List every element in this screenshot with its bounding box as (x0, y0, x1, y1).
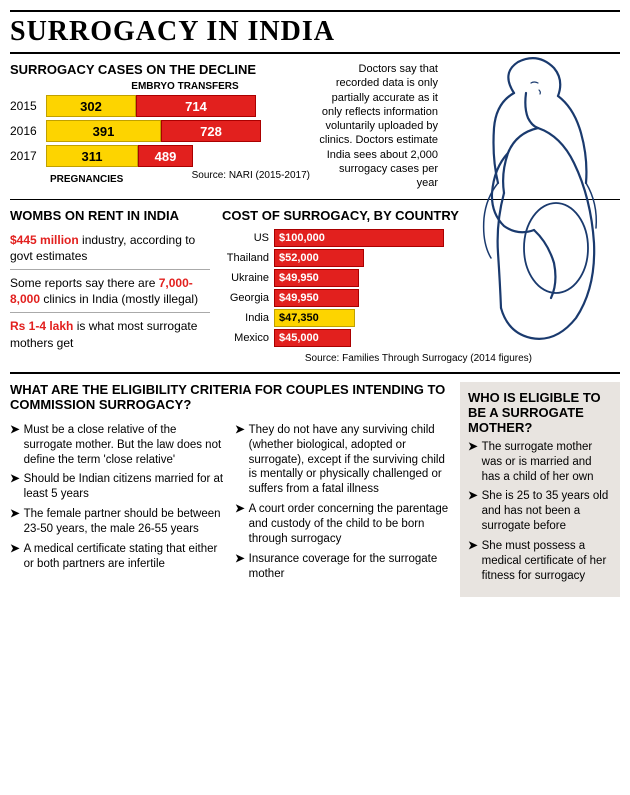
criterion-item: ➤Should be Indian citizens married for a… (10, 472, 225, 502)
pregnancies-bar: 391 (46, 120, 161, 142)
decline-chart-block: SURROGACY CASES ON THE DECLINE EMBRYO TR… (10, 62, 310, 191)
arrow-icon: ➤ (235, 552, 245, 582)
transfers-bar: 728 (161, 120, 261, 142)
cost-row: India $47,350 (222, 309, 532, 327)
pregnancies-bar: 311 (46, 145, 138, 167)
cost-row: US $100,000 (222, 229, 532, 247)
decline-row: 2016 391 728 (10, 120, 310, 142)
criterion-item: ➤They do not have any surviving child (w… (235, 423, 450, 498)
decline-row: 2017 311 489 (10, 145, 310, 167)
cost-source: Source: Families Through Surrogacy (2014… (222, 353, 532, 364)
cost-chart: US $100,000Thailand $52,000Ukraine $49,9… (222, 229, 532, 347)
cost-row: Ukraine $49,950 (222, 269, 532, 287)
cost-bar: $49,950 (274, 269, 359, 287)
cost-block: COST OF SURROGACY, BY COUNTRY US $100,00… (222, 208, 532, 364)
eligible-title: WHO IS ELIGIBLE TO BE A SURROGATE MOTHER… (468, 390, 612, 435)
fact: Some reports say there are 7,000-8,000 c… (10, 270, 210, 313)
arrow-icon: ➤ (235, 502, 245, 547)
arrow-icon: ➤ (468, 440, 478, 485)
decline-source: Source: NARI (2015-2017) (192, 170, 310, 185)
eligible-block: WHO IS ELIGIBLE TO BE A SURROGATE MOTHER… (460, 382, 620, 597)
arrow-icon: ➤ (10, 423, 20, 468)
criteria-block: WHAT ARE THE ELIGIBILITY CRITERIA FOR CO… (10, 382, 450, 597)
eligible-item: ➤She must possess a medical certificate … (468, 539, 612, 584)
cost-bar: $52,000 (274, 249, 364, 267)
year-label: 2016 (10, 124, 46, 138)
cost-row: Mexico $45,000 (222, 329, 532, 347)
cost-row: Thailand $52,000 (222, 249, 532, 267)
wombs-title: WOMBS ON RENT IN INDIA (10, 208, 210, 223)
cost-bar: $100,000 (274, 229, 444, 247)
criteria-col-2: ➤They do not have any surviving child (w… (235, 418, 450, 587)
fact: $445 million industry, according to govt… (10, 227, 210, 270)
year-label: 2017 (10, 149, 46, 163)
country-label: US (222, 232, 274, 244)
fact: Rs 1-4 lakh is what most surrogate mothe… (10, 313, 210, 355)
country-label: India (222, 312, 274, 324)
eligible-item: ➤The surrogate mother was or is married … (468, 440, 612, 485)
bottom-section: WHAT ARE THE ELIGIBILITY CRITERIA FOR CO… (10, 382, 620, 597)
mid-section: WOMBS ON RENT IN INDIA $445 million indu… (10, 208, 620, 364)
arrow-icon: ➤ (468, 489, 478, 534)
cost-bar: $47,350 (274, 309, 355, 327)
country-label: Georgia (222, 292, 274, 304)
decline-row: 2015 302 714 (10, 95, 310, 117)
year-label: 2015 (10, 99, 46, 113)
criterion-item: ➤A court order concerning the parentage … (235, 502, 450, 547)
criterion-item: ➤The female partner should be between 23… (10, 507, 225, 537)
transfers-bar: 489 (138, 145, 193, 167)
arrow-icon: ➤ (10, 472, 20, 502)
criterion-item: ➤Insurance coverage for the surrogate mo… (235, 552, 450, 582)
wombs-block: WOMBS ON RENT IN INDIA $445 million indu… (10, 208, 210, 364)
cost-title: COST OF SURROGACY, BY COUNTRY (222, 208, 532, 223)
pregnancies-bar: 302 (46, 95, 136, 117)
cost-bar: $49,950 (274, 289, 359, 307)
pregnancies-label: PREGNANCIES (50, 174, 123, 185)
decline-title: SURROGACY CASES ON THE DECLINE (10, 62, 310, 77)
arrow-icon: ➤ (468, 539, 478, 584)
arrow-icon: ➤ (235, 423, 245, 498)
criteria-col-1: ➤Must be a close relative of the surroga… (10, 418, 225, 587)
arrow-icon: ➤ (10, 542, 20, 572)
doctors-note: Doctors say that recorded data is only p… (318, 62, 438, 191)
eligible-item: ➤She is 25 to 35 years old and has not b… (468, 489, 612, 534)
criterion-item: ➤Must be a close relative of the surroga… (10, 423, 225, 468)
criteria-title: WHAT ARE THE ELIGIBILITY CRITERIA FOR CO… (10, 382, 450, 412)
cost-bar: $45,000 (274, 329, 351, 347)
country-label: Mexico (222, 332, 274, 344)
decline-chart: 2015 302 714 2016 391 728 2017 311 489 (10, 95, 310, 167)
embryo-label: EMBRYO TRANSFERS (110, 81, 260, 92)
transfers-bar: 714 (136, 95, 256, 117)
country-label: Ukraine (222, 272, 274, 284)
arrow-icon: ➤ (10, 507, 20, 537)
country-label: Thailand (222, 252, 274, 264)
criterion-item: ➤A medical certificate stating that eith… (10, 542, 225, 572)
cost-row: Georgia $49,950 (222, 289, 532, 307)
